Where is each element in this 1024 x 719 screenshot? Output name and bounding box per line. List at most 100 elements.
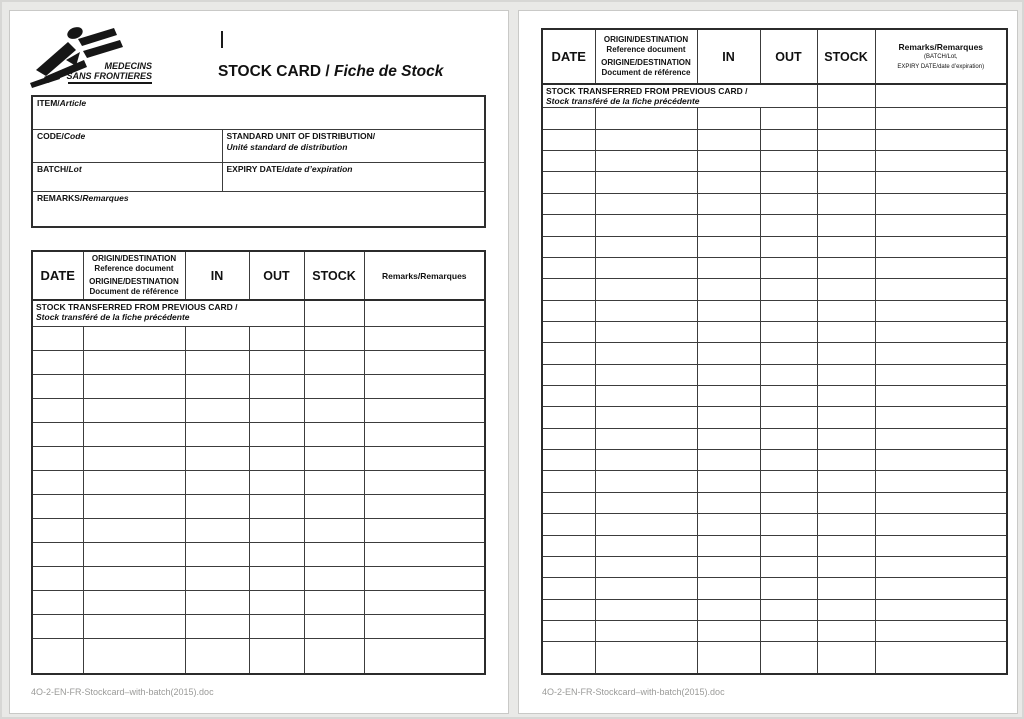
stock-empty-cell[interactable] <box>696 449 761 472</box>
transfer-stock-cell[interactable] <box>303 299 365 327</box>
stock-empty-cell[interactable] <box>594 449 698 472</box>
stock-empty-cell[interactable] <box>874 214 1008 237</box>
stock-empty-cell[interactable] <box>541 534 596 557</box>
remarks-field[interactable]: REMARKS/Remarques <box>31 190 486 228</box>
stock-empty-cell[interactable] <box>696 214 761 237</box>
stock-empty-cell[interactable] <box>541 513 596 536</box>
stock-empty-cell[interactable] <box>874 150 1008 173</box>
stock-empty-cell[interactable] <box>184 325 250 351</box>
stock-empty-cell[interactable] <box>759 619 818 643</box>
stock-empty-cell[interactable] <box>303 517 365 543</box>
stock-empty-cell[interactable] <box>594 619 698 643</box>
expiry-field[interactable]: EXPIRY DATE/date d’expiration <box>221 161 486 192</box>
transfer-stock-cell[interactable] <box>816 83 876 109</box>
stock-empty-cell[interactable] <box>363 325 486 351</box>
stock-empty-cell[interactable] <box>541 107 596 130</box>
stock-empty-cell[interactable] <box>363 349 486 375</box>
stock-empty-cell[interactable] <box>816 470 876 493</box>
stock-empty-cell[interactable] <box>541 427 596 451</box>
stock-empty-cell[interactable] <box>816 320 876 344</box>
stock-empty-cell[interactable] <box>759 299 818 322</box>
stock-empty-cell[interactable] <box>816 299 876 322</box>
stock-empty-cell[interactable] <box>541 385 596 408</box>
stock-empty-cell[interactable] <box>759 171 818 194</box>
stock-empty-cell[interactable] <box>363 517 486 543</box>
stock-empty-cell[interactable] <box>303 565 365 591</box>
stock-empty-cell[interactable] <box>874 534 1008 557</box>
stock-empty-cell[interactable] <box>874 256 1008 280</box>
stock-empty-cell[interactable] <box>874 491 1008 515</box>
stock-empty-cell[interactable] <box>874 406 1008 429</box>
stock-empty-cell[interactable] <box>594 598 698 622</box>
stock-empty-cell[interactable] <box>874 107 1008 130</box>
stock-empty-cell[interactable] <box>303 421 365 447</box>
stock-empty-cell[interactable] <box>594 513 698 536</box>
stock-empty-cell[interactable] <box>816 491 876 515</box>
stock-empty-cell[interactable] <box>31 421 84 447</box>
stock-empty-cell[interactable] <box>363 373 486 399</box>
stock-empty-cell[interactable] <box>816 577 876 600</box>
stock-empty-cell[interactable] <box>594 278 698 301</box>
stock-empty-cell[interactable] <box>541 192 596 216</box>
stock-empty-cell[interactable] <box>248 613 305 639</box>
stock-empty-cell[interactable] <box>31 469 84 495</box>
stock-empty-cell[interactable] <box>594 385 698 408</box>
stock-empty-cell[interactable] <box>363 613 486 639</box>
stock-empty-cell[interactable] <box>816 385 876 408</box>
stock-empty-cell[interactable] <box>874 555 1008 579</box>
stock-empty-cell[interactable] <box>248 493 305 519</box>
stock-empty-cell[interactable] <box>541 320 596 344</box>
stock-empty-cell[interactable] <box>31 349 84 375</box>
stock-empty-cell[interactable] <box>184 373 250 399</box>
stock-empty-cell[interactable] <box>248 589 305 615</box>
stock-empty-cell[interactable] <box>248 325 305 351</box>
stock-empty-cell[interactable] <box>31 613 84 639</box>
stock-empty-cell[interactable] <box>248 541 305 567</box>
stock-empty-cell[interactable] <box>594 427 698 451</box>
stock-empty-cell[interactable] <box>696 363 761 387</box>
stock-empty-cell[interactable] <box>696 641 761 675</box>
stock-empty-cell[interactable] <box>541 470 596 493</box>
stock-empty-cell[interactable] <box>303 637 365 675</box>
stock-empty-cell[interactable] <box>874 278 1008 301</box>
batch-field[interactable]: BATCH/Lot <box>31 161 223 192</box>
stock-empty-cell[interactable] <box>541 150 596 173</box>
stock-empty-cell[interactable] <box>248 565 305 591</box>
stock-empty-cell[interactable] <box>363 589 486 615</box>
stock-empty-cell[interactable] <box>759 278 818 301</box>
stock-empty-cell[interactable] <box>816 171 876 194</box>
stock-empty-cell[interactable] <box>874 192 1008 216</box>
stock-empty-cell[interactable] <box>303 613 365 639</box>
stock-empty-cell[interactable] <box>816 619 876 643</box>
stock-empty-cell[interactable] <box>759 427 818 451</box>
stock-empty-cell[interactable] <box>363 469 486 495</box>
stock-empty-cell[interactable] <box>759 256 818 280</box>
stock-empty-cell[interactable] <box>303 493 365 519</box>
stock-empty-cell[interactable] <box>82 637 186 675</box>
stock-empty-cell[interactable] <box>184 493 250 519</box>
stock-empty-cell[interactable] <box>31 397 84 423</box>
stock-empty-cell[interactable] <box>82 421 186 447</box>
stock-empty-cell[interactable] <box>82 325 186 351</box>
stock-empty-cell[interactable] <box>759 150 818 173</box>
stock-empty-cell[interactable] <box>184 565 250 591</box>
stock-empty-cell[interactable] <box>759 641 818 675</box>
stock-empty-cell[interactable] <box>248 637 305 675</box>
stock-empty-cell[interactable] <box>696 150 761 173</box>
stock-empty-cell[interactable] <box>816 513 876 536</box>
stock-empty-cell[interactable] <box>696 256 761 280</box>
stock-empty-cell[interactable] <box>541 171 596 194</box>
stock-empty-cell[interactable] <box>82 397 186 423</box>
stock-empty-cell[interactable] <box>874 449 1008 472</box>
stock-empty-cell[interactable] <box>594 555 698 579</box>
stock-empty-cell[interactable] <box>696 555 761 579</box>
stock-empty-cell[interactable] <box>759 598 818 622</box>
stock-empty-cell[interactable] <box>874 641 1008 675</box>
stock-empty-cell[interactable] <box>874 577 1008 600</box>
stock-empty-cell[interactable] <box>541 299 596 322</box>
stock-empty-cell[interactable] <box>303 325 365 351</box>
stock-empty-cell[interactable] <box>594 128 698 152</box>
stock-empty-cell[interactable] <box>874 427 1008 451</box>
stock-empty-cell[interactable] <box>31 325 84 351</box>
stock-empty-cell[interactable] <box>594 150 698 173</box>
